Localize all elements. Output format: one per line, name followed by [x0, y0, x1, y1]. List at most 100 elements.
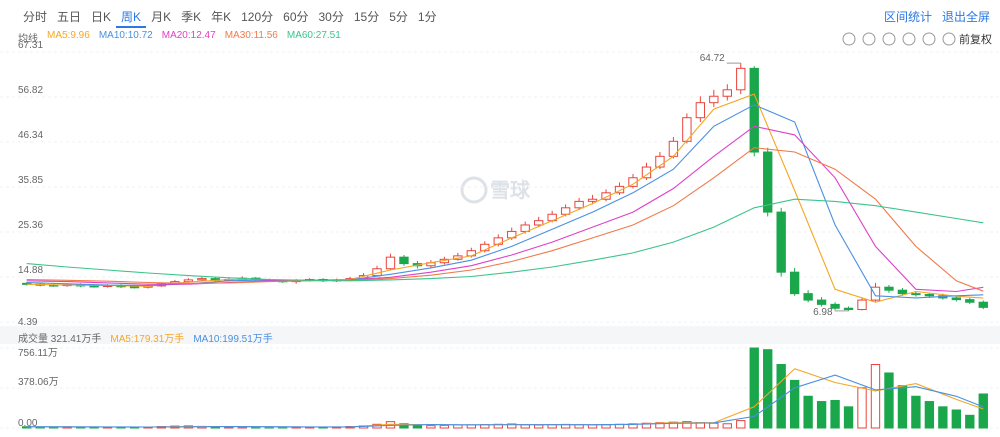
candle-body — [884, 286, 894, 291]
candle-body — [722, 89, 732, 97]
volume-bar — [965, 414, 975, 429]
candle-body — [695, 102, 706, 119]
candle-body — [803, 293, 813, 301]
icon-undo[interactable] — [842, 32, 856, 46]
volume-bar — [399, 423, 409, 429]
period-tab[interactable]: 周K — [116, 8, 147, 28]
volume-bar — [857, 387, 867, 429]
candle-body — [749, 67, 759, 153]
candle-body — [709, 95, 719, 104]
icon-right[interactable] — [922, 32, 936, 46]
volume-bar — [978, 393, 988, 429]
candle-body — [789, 271, 800, 295]
volume-bar — [776, 364, 786, 429]
volume-header-band — [0, 326, 1000, 344]
ma-line — [26, 374, 984, 428]
ma-line — [26, 147, 984, 292]
candle-body — [951, 297, 961, 301]
volume-title: 成交量 321.41万手 — [18, 334, 102, 345]
candle-body — [668, 140, 679, 157]
watermark: 雪球 — [460, 176, 531, 204]
y-tick-label: 35.85 — [18, 175, 43, 186]
high-annotation: 64.72 — [700, 53, 725, 64]
y-tick-label: 25.36 — [18, 220, 43, 231]
ma-line — [26, 198, 984, 282]
period-tab[interactable]: 月K — [151, 10, 172, 24]
y-tick-label: 4.39 — [18, 317, 38, 328]
volume-bar — [749, 347, 759, 429]
icon-zoom-in[interactable] — [862, 32, 876, 46]
ma-legend: 均线 MA5:9.96 MA10:10.72 MA20:12.47 MA30:11.5… — [18, 30, 341, 45]
period-tab[interactable]: 120分 — [241, 10, 274, 24]
icon-reset[interactable] — [942, 32, 956, 46]
volume-bar — [534, 424, 544, 429]
period-tab[interactable]: 15分 — [353, 10, 380, 24]
candle-body — [628, 177, 638, 187]
candle-body — [574, 200, 584, 209]
period-tab[interactable]: 60分 — [283, 10, 309, 24]
period-tab[interactable]: 5分 — [389, 10, 408, 24]
candle-body — [385, 256, 396, 270]
period-tab[interactable]: 季K — [181, 10, 202, 24]
volume-bar — [736, 420, 746, 429]
period-tab[interactable]: 年K — [211, 10, 232, 24]
legend-entry: MA5:9.96 — [47, 30, 90, 41]
ma-line — [26, 93, 984, 303]
period-tab[interactable]: 日K — [91, 10, 112, 24]
period-tab[interactable]: 五日 — [57, 10, 82, 24]
volume-bar — [870, 364, 881, 429]
volume-bar — [412, 424, 423, 429]
candle-body — [197, 278, 207, 281]
icon-zoom-out[interactable] — [882, 32, 896, 46]
volume-bar — [911, 395, 921, 429]
period-tab[interactable]: 1分 — [417, 10, 437, 24]
action-link[interactable]: 退出全屏 — [941, 10, 990, 24]
candle-body — [924, 293, 935, 297]
candle-body — [870, 286, 881, 301]
period-tabs: 分时 五日 日K 周K 月K 季K 年K 120分 60分 30分 15分 5分 1分 — [18, 8, 442, 28]
candle-body — [843, 307, 854, 311]
candle-body — [857, 299, 867, 311]
y-tick-label: 46.34 — [18, 130, 43, 141]
volume-bar — [763, 349, 773, 429]
volume-bar — [816, 401, 827, 429]
candle-body — [830, 303, 840, 309]
icon-left[interactable] — [902, 32, 916, 46]
candle-body — [655, 155, 665, 168]
volume-bar — [587, 424, 598, 429]
volume-bars — [22, 347, 988, 429]
candle-body — [587, 198, 598, 202]
volume-bar — [843, 406, 854, 429]
volume-bar — [803, 395, 813, 429]
volume-bar — [951, 409, 961, 429]
period-tab[interactable]: 30分 — [318, 10, 344, 24]
candle-body — [129, 286, 140, 289]
volume-bar — [938, 406, 948, 429]
action-link[interactable]: 区间统计 — [883, 10, 932, 24]
candle-body — [520, 224, 530, 232]
candle-body — [89, 285, 99, 288]
period-tab[interactable]: 分时 — [23, 10, 48, 24]
y-tick-label: 56.82 — [18, 85, 43, 96]
y-tick-label: 67.31 — [18, 40, 43, 51]
legend-entry: MA10:10.72 — [98, 30, 153, 41]
volume-bar — [601, 424, 611, 429]
candle-body — [614, 185, 625, 194]
volume-bar — [682, 421, 692, 429]
candle-body — [816, 299, 827, 305]
y-tick-label: 756.11万 — [18, 348, 58, 359]
watermark-icon — [460, 176, 488, 204]
y-tick-label: 0.00 — [18, 418, 38, 429]
candle-body — [763, 151, 773, 213]
candle-body — [965, 299, 975, 303]
adjust-mode[interactable]: 前复权 — [959, 34, 992, 46]
volume-bar — [709, 422, 719, 429]
candle-body — [601, 192, 611, 200]
volume-bar — [789, 379, 800, 429]
candle-body — [399, 256, 409, 265]
legend-entry: MA30:11.56 — [224, 30, 278, 41]
volume-bar — [722, 423, 732, 429]
candle-body — [897, 289, 908, 295]
